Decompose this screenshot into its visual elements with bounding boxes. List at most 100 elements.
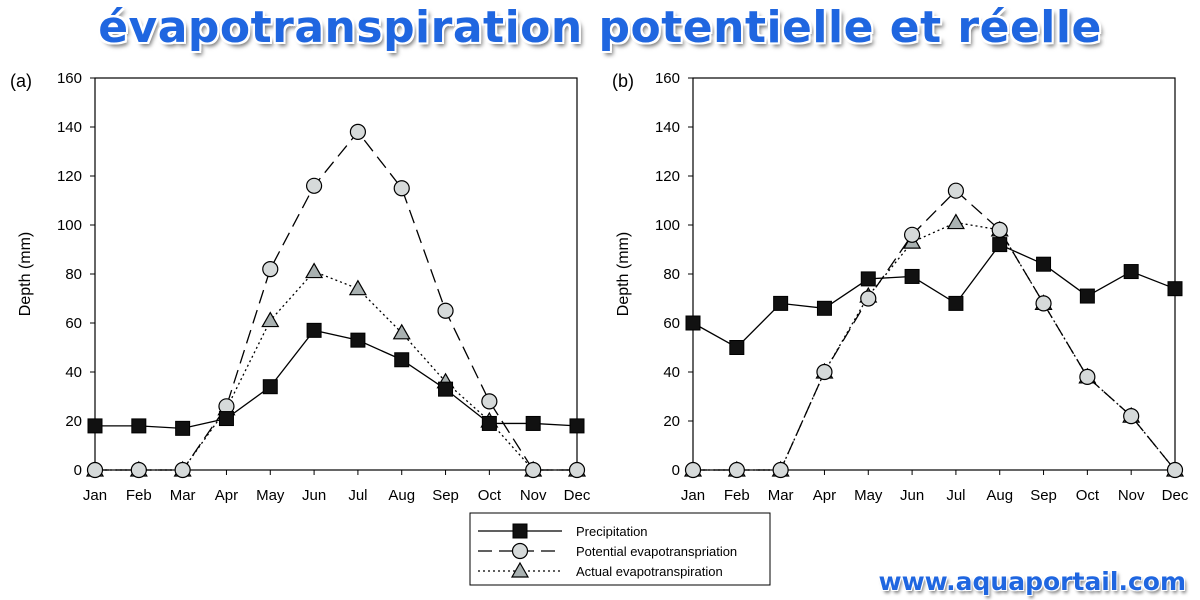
data-point-precipitation	[569, 418, 585, 434]
chart-legend: Precipitation Potential evapotranspriati…	[469, 512, 771, 586]
x-tick-label: Dec	[1162, 487, 1189, 504]
y-tick-label: 0	[74, 462, 82, 479]
panel-label: (b)	[612, 71, 634, 91]
x-tick-label: Sep	[1030, 487, 1057, 504]
x-tick-label: Jun	[302, 487, 326, 504]
data-point-precipitation	[685, 315, 701, 331]
data-point-actual-et	[305, 262, 324, 279]
chart-panel-b: (b) 0 20 40 60 80 100 120 140 160 Jan Feb Mar Apr May J…	[612, 70, 1189, 504]
x-tick-label: Feb	[724, 487, 750, 504]
y-tick-label: 100	[57, 217, 82, 234]
page-title-banner: évapotranspiration potentielle et réelle	[98, 2, 1102, 53]
data-point-potential-et	[903, 226, 921, 243]
x-tick-label: Nov	[1118, 487, 1145, 504]
legend-label-actual-et: Actual evapotranspiration	[576, 564, 723, 579]
y-axis-title: Depth (mm)	[17, 232, 34, 316]
y-tick-label: 40	[663, 364, 680, 381]
x-tick-label: Jan	[83, 487, 107, 504]
legend-item-potential-et: Potential evapotranspriation	[478, 542, 737, 560]
y-tick-label: 120	[655, 168, 680, 185]
data-point-actual-et	[946, 213, 965, 230]
data-point-precipitation	[860, 271, 876, 287]
x-tick-label: Mar	[170, 487, 196, 504]
data-point-precipitation	[1123, 264, 1139, 280]
legend-label-precipitation: Precipitation	[576, 524, 648, 539]
data-point-precipitation	[992, 237, 1008, 253]
data-point-actual-et	[261, 311, 280, 328]
data-point-potential-et	[349, 123, 367, 140]
data-point-potential-et	[860, 290, 877, 307]
data-point-potential-et	[86, 461, 104, 479]
x-tick-label: Aug	[986, 487, 1013, 504]
data-point-potential-et	[772, 461, 789, 479]
series-line-actual-et	[693, 221, 1176, 471]
y-tick-label: 140	[655, 119, 680, 136]
y-tick-label: 120	[57, 168, 82, 185]
data-point-precipitation	[306, 322, 322, 338]
data-point-precipitation	[904, 268, 920, 284]
x-tick-label: Feb	[126, 487, 152, 504]
data-point-actual-et	[348, 279, 367, 296]
y-tick-label: 0	[672, 462, 680, 479]
legend-label-potential-et: Potential evapotranspriation	[576, 544, 737, 559]
legend-circle-marker	[511, 542, 529, 560]
data-point-precipitation	[131, 418, 147, 434]
y-tick-label: 20	[663, 413, 680, 430]
data-point-precipitation	[394, 352, 410, 368]
legend-item-precipitation: Precipitation	[478, 523, 648, 539]
data-point-potential-et	[728, 461, 745, 479]
y-tick-label: 160	[57, 70, 82, 87]
legend-item-actual-et: Actual evapotranspiration	[478, 561, 723, 579]
data-point-potential-et	[1166, 461, 1184, 479]
data-point-potential-et	[684, 461, 702, 479]
data-point-precipitation	[773, 295, 789, 311]
chart-panel-a: (a) 0 20 40 60 80 100 120 140 160 Jan Feb Mar Apr May J…	[10, 70, 591, 504]
data-point-precipitation	[262, 379, 278, 395]
data-point-potential-et	[947, 182, 965, 199]
data-point-potential-et	[130, 461, 147, 479]
x-tick-label: May	[854, 487, 883, 504]
x-tick-label: Oct	[1076, 487, 1100, 504]
plot-area-frame	[692, 77, 1176, 471]
data-point-precipitation	[1167, 281, 1183, 297]
y-tick-label: 140	[57, 119, 82, 136]
data-point-potential-et	[1079, 368, 1096, 385]
data-point-potential-et	[262, 261, 279, 278]
x-tick-label: Nov	[520, 487, 547, 504]
x-tick-label: Jul	[946, 487, 965, 504]
data-point-precipitation	[438, 381, 454, 397]
data-point-precipitation	[350, 332, 366, 348]
x-tick-label: May	[256, 487, 285, 504]
y-tick-label: 60	[65, 315, 82, 332]
data-point-precipitation	[525, 415, 541, 431]
legend-triangle-marker	[510, 561, 530, 578]
panel-label: (a)	[10, 71, 32, 91]
series-line-precipitation	[692, 243, 1176, 349]
plot-area-frame	[94, 77, 578, 471]
data-point-potential-et	[174, 461, 191, 479]
data-point-precipitation	[481, 415, 497, 431]
data-point-precipitation	[218, 411, 234, 427]
data-point-precipitation	[729, 340, 745, 355]
data-point-potential-et	[816, 363, 833, 381]
y-tick-label: 80	[65, 266, 82, 283]
x-tick-label: Oct	[478, 487, 502, 504]
data-point-potential-et	[393, 180, 410, 197]
y-axis-title: Depth (mm)	[615, 232, 632, 316]
series-line-actual-et	[95, 270, 577, 471]
y-tick-label: 60	[663, 315, 680, 332]
x-tick-label: Dec	[564, 487, 591, 504]
data-point-potential-et	[481, 393, 498, 410]
y-tick-label: 80	[663, 266, 680, 283]
x-tick-label: Mar	[768, 487, 794, 504]
data-point-precipitation	[948, 295, 964, 311]
y-tick-label: 40	[65, 364, 82, 381]
legend-square-marker	[512, 523, 528, 539]
x-tick-label: Jan	[681, 487, 705, 504]
series-line-potential-et	[693, 189, 1176, 471]
x-tick-label: Jun	[900, 487, 924, 504]
data-point-potential-et	[568, 461, 586, 479]
series-line-potential-et	[95, 130, 577, 471]
y-tick-label: 160	[655, 70, 680, 87]
y-tick-label: 20	[65, 413, 82, 430]
